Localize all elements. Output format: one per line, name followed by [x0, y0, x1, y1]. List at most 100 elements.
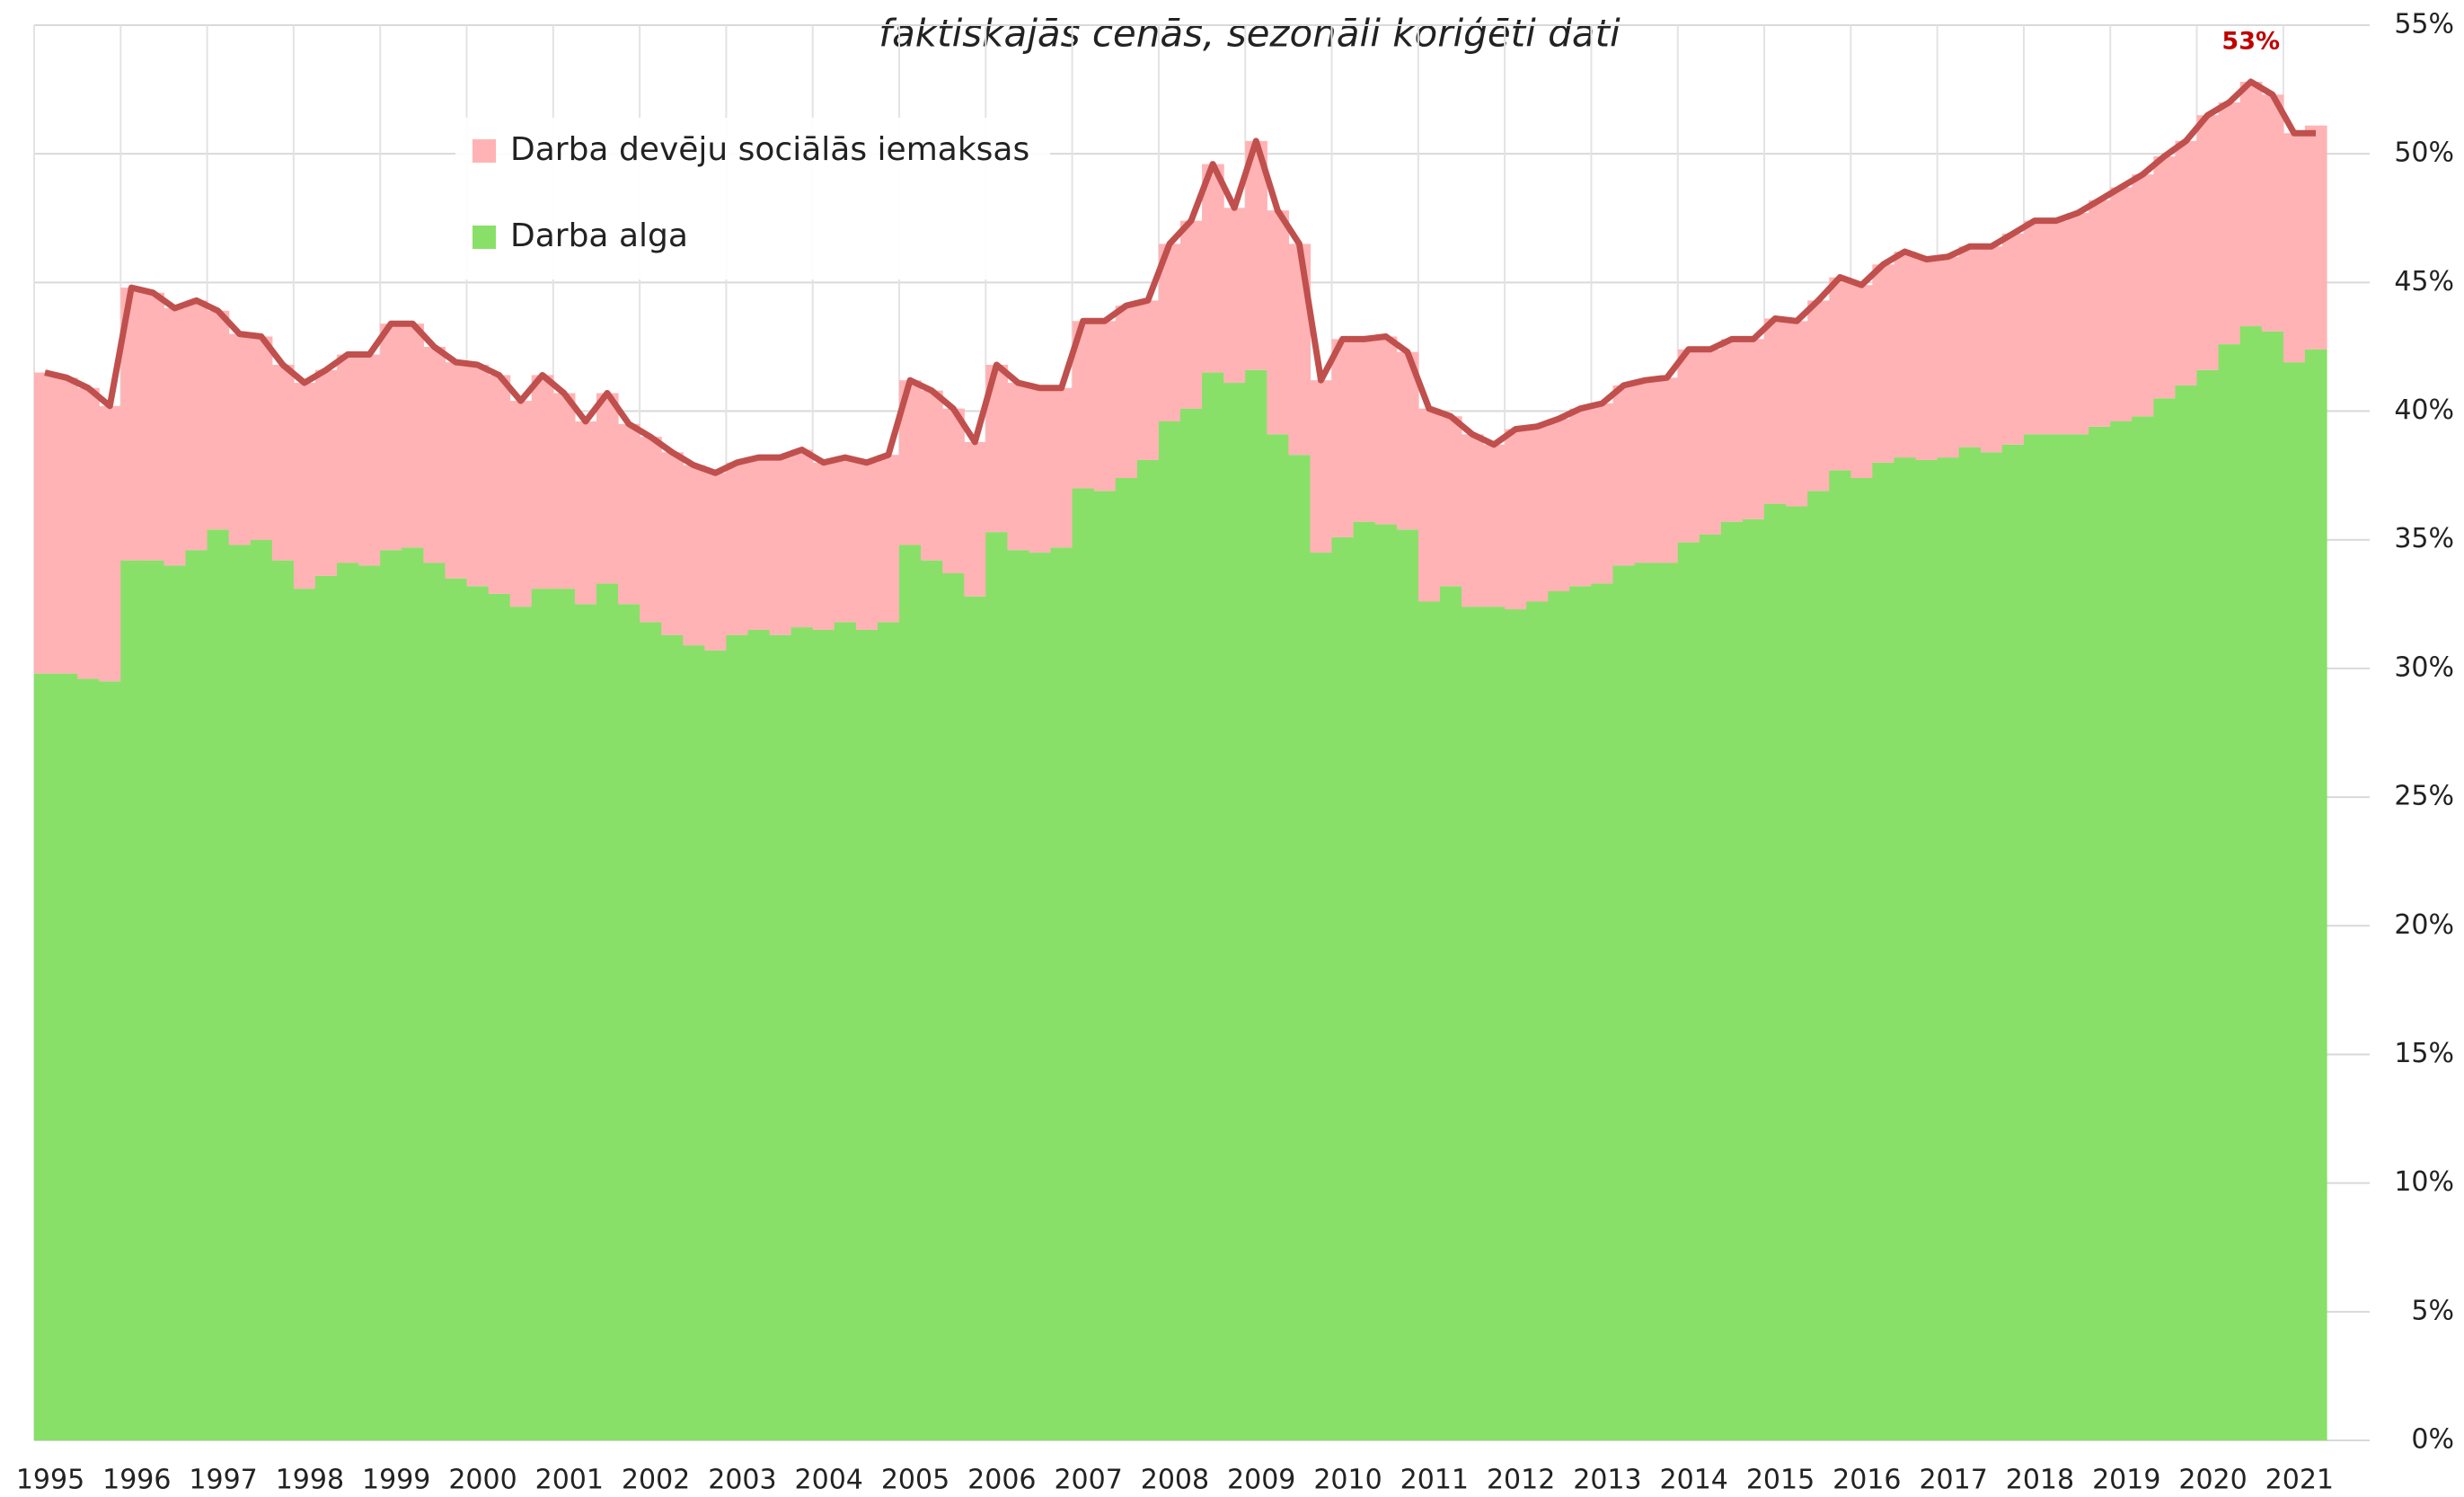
x-tick-label: 2017 — [1919, 1465, 1987, 1496]
bar-segment — [1353, 521, 1376, 1440]
bar-segment — [488, 593, 511, 1440]
bar-segment — [314, 575, 338, 1440]
legend: Darba devēju sociālās iemaksas Darba alga — [455, 118, 1050, 279]
bar-segment — [964, 441, 986, 597]
bar-segment — [2261, 94, 2284, 332]
bar-segment — [2218, 102, 2241, 345]
bar-segment — [1331, 339, 1355, 537]
bar-segment — [1872, 462, 1895, 1441]
bar-segment — [1526, 426, 1549, 602]
x-tick-label: 1995 — [16, 1465, 84, 1496]
x-tick-label: 2010 — [1313, 1465, 1382, 1496]
bar-segment — [877, 455, 900, 623]
bar-segment — [769, 634, 792, 1440]
y-tick-label: 5% — [2411, 1295, 2454, 1326]
bar-segment — [445, 362, 468, 579]
bar-segment — [2175, 140, 2198, 385]
bar-segment — [185, 550, 208, 1440]
bar-segment — [380, 323, 402, 551]
bar-segment — [228, 333, 252, 545]
bar-segment — [2153, 156, 2177, 399]
bar-segment — [423, 562, 446, 1440]
bar-segment — [1656, 562, 1679, 1440]
bar-segment — [1591, 403, 1614, 584]
x-tick-label: 2018 — [2006, 1465, 2074, 1496]
bar-segment — [2175, 385, 2198, 1441]
bar-segment — [1050, 387, 1073, 548]
bar-segment — [293, 383, 316, 589]
legend-label: Darba devēju sociālās iemaksas — [510, 131, 1029, 168]
bar-segment — [509, 607, 533, 1440]
bar-segment — [293, 589, 316, 1440]
bar-segment — [1656, 377, 1679, 563]
bar-segment — [2239, 326, 2263, 1441]
bar-segment — [531, 589, 554, 1440]
x-tick-label: 2016 — [1833, 1465, 1901, 1496]
bar-segment — [1223, 383, 1246, 1441]
bar-segment — [704, 473, 728, 651]
y-tick-label: 0% — [2411, 1424, 2454, 1456]
bar-segment — [726, 634, 749, 1440]
bar-segment — [834, 622, 857, 1440]
bar-segment — [314, 369, 338, 576]
bar-segment — [899, 545, 922, 1440]
y-tick-label: 20% — [2394, 909, 2454, 941]
bar-segment — [1461, 434, 1484, 607]
bar-segment — [2067, 213, 2089, 435]
bar-segment — [1417, 601, 1441, 1440]
bar-segment — [552, 589, 576, 1440]
bar-segment — [1915, 459, 1939, 1440]
bar-segment — [1612, 385, 1636, 566]
x-tick-label: 2006 — [967, 1465, 1036, 1496]
x-tick-label: 2007 — [1054, 1465, 1122, 1496]
bar-segment — [2218, 344, 2241, 1440]
bar-segment — [56, 673, 78, 1440]
bar-segment — [488, 375, 511, 594]
x-tick-label: 2002 — [622, 1465, 690, 1496]
bar-segment — [1483, 444, 1506, 607]
bar-segment — [2196, 369, 2220, 1440]
legend-box — [455, 118, 1050, 279]
y-tick-label: 55% — [2394, 9, 2454, 40]
bar-segment — [163, 565, 187, 1440]
bar-segment — [1548, 419, 1570, 591]
bar-segment — [1742, 339, 1765, 519]
bar-segment — [855, 462, 879, 630]
bar-segment — [531, 375, 554, 589]
bar-segment — [1396, 351, 1419, 530]
bar-segment — [747, 457, 771, 630]
bar-segment — [185, 300, 208, 551]
bar-segment — [942, 408, 965, 573]
bar-segment — [1439, 586, 1462, 1440]
bar-segment — [1958, 246, 1982, 447]
bar-segment — [1158, 421, 1181, 1440]
bar-segment — [337, 354, 359, 563]
bar-segment — [1050, 547, 1073, 1440]
bar-segment — [2001, 233, 2025, 445]
x-tick-label: 2012 — [1487, 1465, 1555, 1496]
bar-segment — [1115, 478, 1138, 1440]
bar-segment — [2110, 421, 2133, 1440]
bar-segment — [1634, 380, 1657, 563]
bar-segment — [921, 390, 943, 561]
bar-segment — [402, 547, 424, 1440]
bar-segment — [1699, 349, 1722, 535]
bar-segment — [1288, 455, 1311, 1440]
bar-segment — [2001, 444, 2025, 1441]
y-tick-label: 30% — [2394, 651, 2454, 683]
bar-segment — [2089, 426, 2111, 1440]
bar-segment — [790, 627, 814, 1440]
bar-segment — [1505, 609, 1527, 1440]
bar-segment — [207, 310, 230, 530]
x-tick-label: 2015 — [1746, 1465, 1815, 1496]
x-tick-label: 1999 — [362, 1465, 430, 1496]
chart-subtitle: faktiskajās cenās, sezonāli koriģēti dat… — [879, 12, 1621, 56]
bar-segment — [812, 462, 835, 630]
bar-segment — [552, 393, 576, 589]
bar-segment — [1872, 264, 1895, 463]
x-tick-label: 2021 — [2265, 1465, 2334, 1496]
x-tick-label: 2009 — [1227, 1465, 1295, 1496]
bar-segment — [466, 586, 490, 1440]
bars — [34, 82, 2327, 1441]
